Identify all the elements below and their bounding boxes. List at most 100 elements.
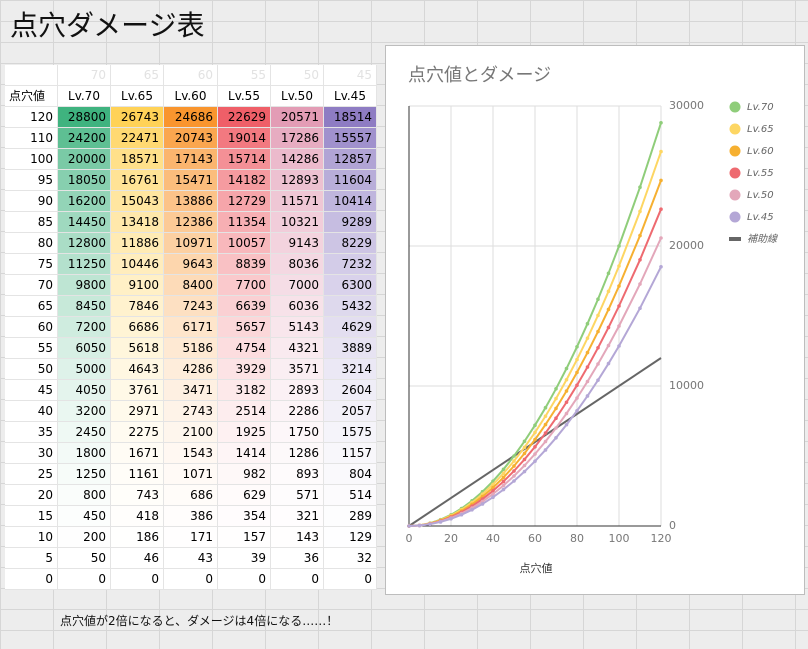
data-point [606, 271, 611, 276]
point-cell: 35 [5, 422, 58, 443]
value-cell: 1414 [218, 443, 271, 464]
data-point [533, 445, 537, 449]
data-point [596, 345, 600, 350]
y-tick-label: 10000 [669, 379, 704, 392]
point-cell: 25 [5, 464, 58, 485]
value-cell: 743 [111, 485, 164, 506]
data-point [449, 517, 453, 521]
value-cell: 0 [271, 569, 324, 590]
point-cell: 110 [5, 128, 58, 149]
data-point [512, 479, 516, 483]
legend-label: Lv.45 [747, 212, 774, 223]
data-point [533, 452, 537, 456]
data-point [659, 265, 663, 269]
value-cell: 8229 [324, 233, 377, 254]
header-cell: Lv.70 [58, 86, 111, 107]
legend-swatch [729, 189, 741, 201]
point-cell: 75 [5, 254, 58, 275]
data-point [522, 469, 527, 474]
value-cell: 386 [164, 506, 218, 527]
value-cell: 1157 [324, 443, 377, 464]
value-cell: 418 [111, 506, 164, 527]
data-point [491, 489, 495, 493]
value-cell: 4629 [324, 317, 377, 338]
value-cell: 6686 [111, 317, 164, 338]
data-point [501, 487, 506, 492]
value-cell: 2057 [324, 401, 377, 422]
value-cell: 12800 [58, 233, 111, 254]
legend-label: Lv.55 [747, 168, 774, 179]
y-tick-label: 0 [669, 519, 676, 532]
data-point [585, 336, 590, 340]
point-cell: 0 [5, 569, 58, 590]
legend-swatch [729, 211, 741, 223]
value-cell: 5432 [324, 296, 377, 317]
data-point [543, 439, 548, 444]
point-cell: 90 [5, 191, 58, 212]
value-cell: 2514 [218, 401, 271, 422]
value-cell: 2450 [58, 422, 111, 443]
value-cell: 26743 [111, 107, 164, 128]
x-tick-label: 80 [570, 532, 584, 545]
data-point [617, 244, 621, 248]
data-point [554, 387, 558, 391]
data-point [638, 282, 642, 286]
data-point [533, 437, 537, 442]
data-point [564, 411, 569, 416]
value-cell: 15557 [324, 128, 377, 149]
header-cell: 点穴値 [5, 86, 58, 107]
value-cell: 9289 [324, 212, 377, 233]
data-point [596, 329, 600, 334]
value-cell: 11354 [218, 212, 271, 233]
value-cell: 9100 [111, 275, 164, 296]
value-cell: 10446 [111, 254, 164, 275]
data-point [543, 448, 548, 452]
value-cell: 3761 [111, 380, 164, 401]
value-cell: 16761 [111, 170, 164, 191]
data-point [617, 344, 621, 348]
value-cell: 289 [324, 506, 377, 527]
data-point [617, 304, 621, 308]
data-point [554, 436, 558, 440]
data-point [596, 378, 600, 383]
value-cell: 1543 [164, 443, 218, 464]
value-cell: 3929 [218, 359, 271, 380]
value-cell: 4754 [218, 338, 271, 359]
value-cell: 1286 [271, 443, 324, 464]
value-cell: 0 [164, 569, 218, 590]
value-cell: 15714 [218, 149, 271, 170]
value-cell: 7243 [164, 296, 218, 317]
data-point [638, 258, 642, 262]
value-cell: 11571 [271, 191, 324, 212]
legend-swatch [729, 123, 741, 135]
data-point [617, 264, 621, 268]
value-cell: 17143 [164, 149, 218, 170]
value-cell: 5000 [58, 359, 111, 380]
chart-title: 点穴値とダメージ [408, 65, 551, 86]
data-point [606, 325, 611, 330]
value-cell: 629 [218, 485, 271, 506]
note: 点穴値が2倍になると、ダメージは4倍になる……！ [60, 614, 339, 628]
data-point [533, 423, 537, 428]
value-cell: 20743 [164, 128, 218, 149]
value-cell: 514 [324, 485, 377, 506]
value-cell: 6300 [324, 275, 377, 296]
data-point [564, 400, 569, 405]
value-cell: 10414 [324, 191, 377, 212]
data-point [501, 479, 506, 484]
value-cell: 200 [58, 527, 111, 548]
value-cell: 3571 [271, 359, 324, 380]
value-cell: 7000 [271, 275, 324, 296]
value-cell: 893 [271, 464, 324, 485]
value-cell: 8036 [271, 254, 324, 275]
data-point [564, 377, 569, 382]
value-cell: 11886 [111, 233, 164, 254]
data-point [470, 508, 474, 512]
legend-swatch [729, 145, 741, 157]
data-point [606, 343, 611, 348]
point-cell: 120 [5, 107, 58, 128]
header-cell: Lv.65 [111, 86, 164, 107]
point-cell: 60 [5, 317, 58, 338]
data-point [522, 451, 527, 456]
